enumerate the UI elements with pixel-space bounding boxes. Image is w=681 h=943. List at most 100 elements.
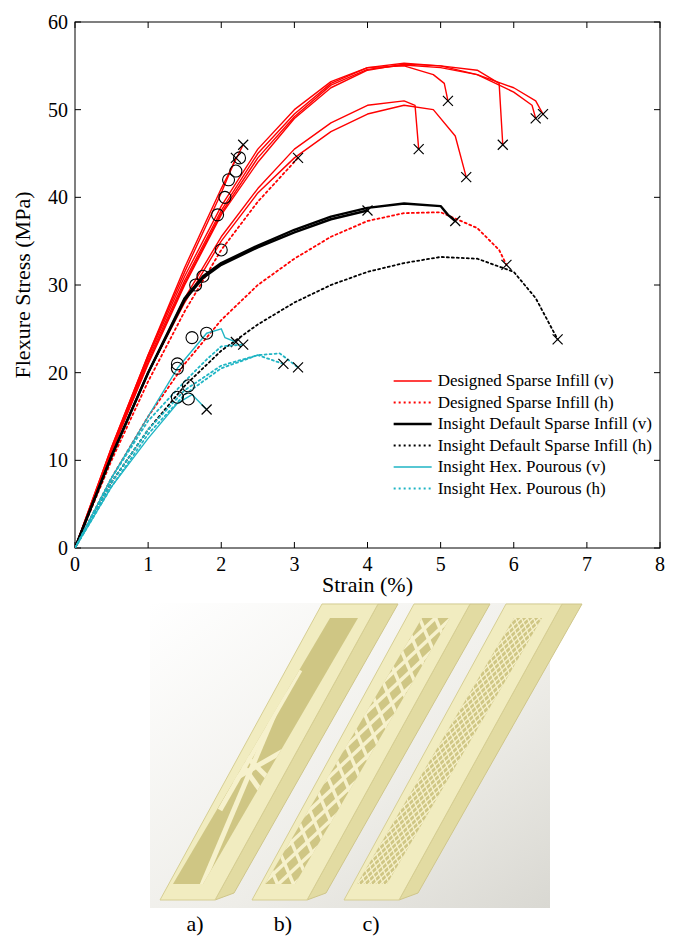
- lattice-strut: [572, 610, 681, 890]
- lattice-strut: [352, 610, 652, 890]
- lattice-strut: [494, 610, 681, 890]
- lattice-strut: [140, 610, 260, 890]
- lattice-strut: [512, 610, 632, 890]
- lattice-strut: [626, 610, 681, 890]
- x-tick: [440, 542, 441, 548]
- lattice-strut: [74, 610, 194, 890]
- lattice-strut: [542, 610, 662, 890]
- legend-swatch: [394, 402, 432, 404]
- specimen: [0, 604, 681, 900]
- plot-frame: [75, 22, 660, 548]
- lattice-strut: [320, 610, 440, 890]
- lattice-strut: [362, 610, 662, 890]
- lattice-strut: [182, 610, 482, 890]
- lattice-strut: [314, 610, 434, 890]
- lattice-strut: [434, 610, 681, 890]
- lattice-strut: [374, 610, 674, 890]
- lattice-strut: [122, 610, 422, 890]
- lattice-strut: [560, 610, 680, 890]
- lattice-strut: [160, 610, 280, 890]
- failure-marker: [202, 404, 212, 414]
- lattice-strut: [80, 610, 380, 890]
- legend-label: Insight Hex. Pourous (h): [438, 479, 606, 498]
- lattice-strut: [320, 610, 620, 890]
- lattice-strut: [416, 610, 681, 890]
- lattice-strut: [220, 670, 300, 810]
- specimen: [44, 604, 681, 900]
- lattice-strut: [296, 610, 596, 890]
- lattice-strut: [218, 610, 338, 890]
- lattice-strut: [278, 610, 578, 890]
- x-tick-top: [367, 22, 368, 28]
- lattice-strut: [614, 610, 681, 890]
- lattice-strut: [92, 610, 212, 890]
- y-tick-label: 0: [58, 537, 68, 559]
- lattice-strut: [266, 610, 566, 890]
- circled-point: [215, 244, 227, 256]
- x-tick-label: 5: [436, 553, 446, 575]
- lattice-strut: [188, 610, 488, 890]
- legend-label: Designed Sparse Infill (h): [438, 393, 614, 412]
- lattice-strut: [152, 610, 272, 890]
- lattice-strut: [596, 610, 681, 890]
- lattice-strut: [194, 610, 314, 890]
- lattice-strut: [638, 610, 681, 890]
- legend-label: Insight Default Sparse Infill (h): [438, 436, 652, 455]
- lattice-strut: [98, 610, 218, 890]
- lattice-strut: [608, 610, 681, 890]
- y-tick: [75, 285, 81, 286]
- lattice-strut: [86, 610, 206, 890]
- lattice-strut: [518, 610, 638, 890]
- lattice-strut: [272, 610, 572, 890]
- y-tick-label: 20: [48, 362, 68, 384]
- photo-label: c): [362, 911, 379, 936]
- specimen-line: [75, 355, 283, 548]
- lattice-strut: [194, 610, 494, 890]
- lattice-strut: [566, 610, 681, 890]
- lattice-strut: [92, 610, 392, 890]
- failure-marker: [293, 153, 303, 163]
- legend-swatch: [394, 423, 432, 425]
- lattice-strut: [596, 610, 681, 890]
- x-tick-label: 3: [289, 553, 299, 575]
- lattice-strut: [524, 610, 644, 890]
- specimen-line: [75, 158, 298, 548]
- lattice-strut: [296, 610, 416, 890]
- x-tick-label: 1: [143, 553, 153, 575]
- circled-point: [230, 165, 242, 177]
- lattice-strut: [290, 610, 590, 890]
- lattice-strut: [64, 610, 184, 890]
- lattice-strut: [344, 610, 644, 890]
- lattice-strut: [80, 610, 380, 890]
- y-tick-label: 10: [48, 449, 68, 471]
- legend-swatch: [394, 380, 432, 381]
- y-tick: [75, 372, 81, 373]
- lattice-strut: [482, 610, 602, 890]
- lattice-strut: [48, 610, 168, 890]
- circled-point: [190, 279, 202, 291]
- lattice-strut: [176, 610, 296, 890]
- lattice-strut: [578, 610, 681, 890]
- lattice-strut: [0, 610, 88, 890]
- x-tick-top: [586, 22, 587, 28]
- lattice-strut: [404, 610, 681, 890]
- lattice-strut: [428, 610, 548, 890]
- lattice-strut: [428, 610, 681, 890]
- lattice-strut: [584, 610, 681, 890]
- specimen-line: [75, 66, 448, 548]
- lattice-strut: [560, 610, 681, 890]
- specimen-line: [75, 345, 243, 548]
- failure-marker: [443, 96, 453, 106]
- lattice-strut: [112, 610, 412, 890]
- lattice-strut: [254, 610, 554, 890]
- y-tick-right: [654, 285, 660, 286]
- circled-point: [171, 391, 183, 403]
- lattice-strut: [572, 610, 681, 890]
- lattice-strut: [146, 610, 266, 890]
- y-tick-right: [654, 22, 660, 23]
- lattice-strut: [200, 610, 500, 890]
- lattice-strut: [500, 610, 681, 890]
- x-tick-top: [294, 22, 295, 28]
- lattice-strut: [112, 610, 232, 890]
- failure-marker: [498, 140, 508, 150]
